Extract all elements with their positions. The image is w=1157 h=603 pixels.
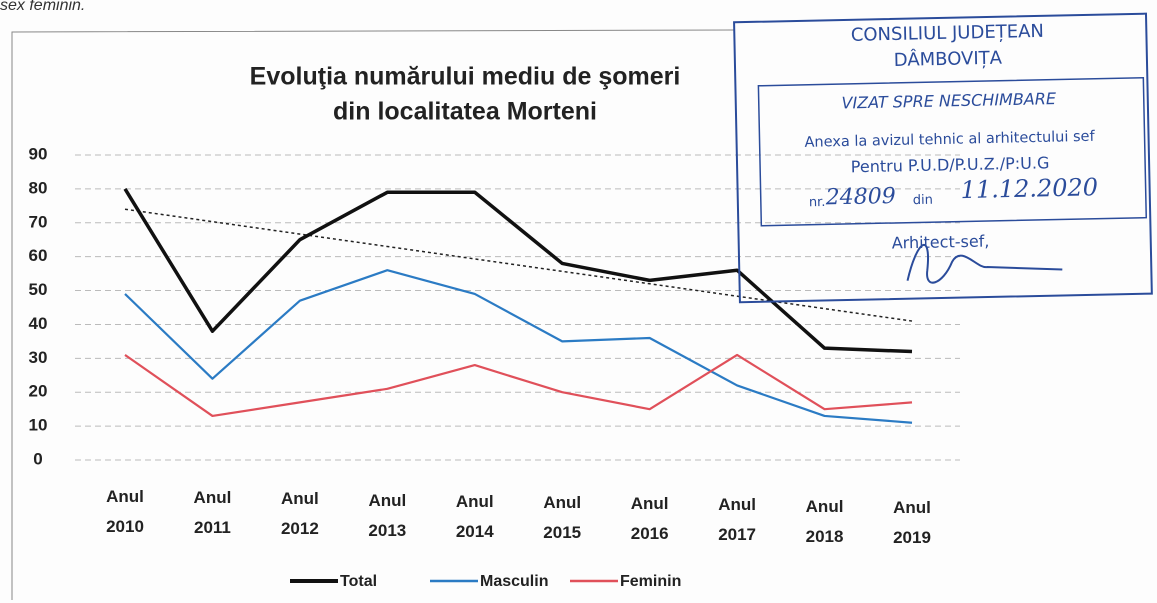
- note: sex feminin.: [0, 0, 85, 14]
- x-tick-label: Anul 2010: [106, 487, 144, 536]
- trend-line: [124, 208, 913, 322]
- stamp-text: Anexa la avizul tehnic al arhitectului s…: [804, 129, 1095, 151]
- stamp-text: Pentru P.U.D/P.U.Z./P:U.G: [851, 153, 1050, 176]
- y-tick-label: 70: [29, 212, 48, 231]
- stamp-text: din: [913, 193, 933, 208]
- y-tick-label: 0: [33, 449, 42, 468]
- y-tick-label: 90: [29, 144, 48, 163]
- x-tick-label: Anul 2019: [893, 497, 931, 547]
- chart-frame: [11, 29, 736, 600]
- x-tick-label: Anul 2015: [543, 493, 582, 542]
- x-tick-label: Anul 2011: [193, 488, 232, 538]
- y-tick-label: 40: [29, 314, 48, 333]
- chart-title: Evoluţia numărului mediu de şomeri: [250, 63, 681, 91]
- stamp-handwriting: 24809: [825, 184, 897, 210]
- legend-label: Total: [340, 573, 377, 590]
- x-tick-label: Anul 2012: [280, 489, 319, 539]
- series-line: [124, 353, 913, 418]
- y-tick-label: 60: [29, 246, 48, 265]
- signature: [906, 244, 1063, 284]
- y-tick-label: 30: [29, 348, 48, 367]
- x-tick-label: Anul 2016: [630, 494, 669, 544]
- stamp-border: [733, 12, 1153, 304]
- stamp-text: DÂMBOVIȚA: [894, 47, 1003, 71]
- x-tick-label: Anul 2014: [455, 491, 494, 541]
- chart-title: din localitatea Morteni: [333, 98, 597, 126]
- legend-label: Feminin: [620, 573, 681, 590]
- x-tick-label: Anul 2017: [718, 495, 757, 545]
- x-tick-label: Anul 2018: [805, 496, 844, 546]
- stamp-text: CONSILIUL JUDEȚEAN: [851, 21, 1044, 46]
- stamp-handwriting: 11.12.2020: [960, 173, 1098, 204]
- y-tick-label: 10: [29, 416, 48, 435]
- y-tick-label: 20: [29, 382, 48, 401]
- stamp-inner-border: [757, 76, 1148, 227]
- series-line: [123, 187, 913, 354]
- y-tick-label: 80: [29, 178, 48, 197]
- stamp-text: Arhitect-sef,: [892, 231, 990, 252]
- stamp-text: VIZAT SPRE NESCHIMBARE: [841, 89, 1057, 113]
- legend-label: Masculin: [480, 573, 548, 590]
- series-line: [124, 269, 913, 424]
- stamp-text: nr.: [809, 195, 826, 210]
- y-tick-label: 50: [29, 280, 48, 299]
- x-tick-label: Anul 2013: [368, 490, 407, 540]
